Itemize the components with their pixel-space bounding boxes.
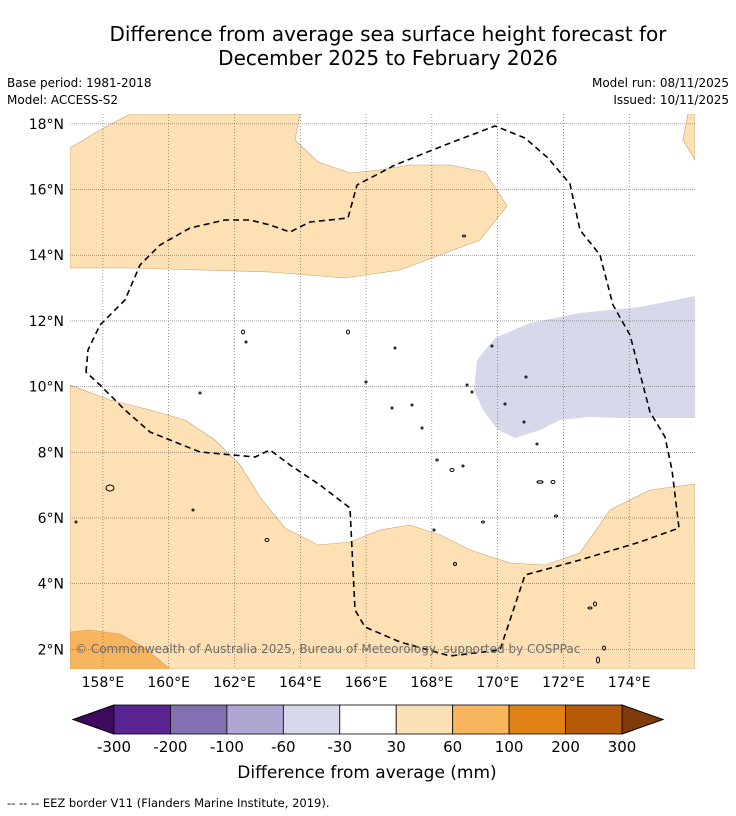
island [453, 562, 457, 566]
island [420, 426, 424, 430]
island [264, 538, 270, 542]
lat-tick-label: 6°N [38, 511, 64, 527]
colorbar-tick-label: 300 [608, 738, 637, 756]
island [490, 344, 494, 348]
lon-tick-label: 160°E [147, 675, 190, 691]
lat-tick-label: 4°N [38, 577, 64, 593]
graticule [70, 114, 695, 669]
island [461, 464, 465, 468]
island [535, 442, 539, 446]
island [587, 606, 593, 610]
colorbar-swatch [452, 704, 510, 735]
lon-tick-label: 166°E [345, 675, 388, 691]
colorbar-swatch [282, 704, 341, 735]
colorbar-label: Difference from average (mm) [237, 763, 496, 783]
colorbar-tick-label: -60 [271, 738, 296, 756]
issued-date: Issued: 10/11/2025 [613, 93, 729, 107]
colorbar-swatch [395, 704, 454, 735]
island [536, 480, 544, 484]
lon-axis: 158°E 160°E 162°E 164°E 166°E 168°E 170°E 172°E… [82, 675, 651, 691]
island [393, 346, 397, 350]
colorbar-tick-label: -200 [153, 738, 187, 756]
island [522, 420, 526, 424]
lat-tick-label: 10°N [29, 380, 64, 396]
anomaly-region-30-60-ne-corner [682, 114, 695, 161]
island [435, 458, 439, 462]
island [596, 656, 600, 664]
island [602, 645, 606, 651]
eez-border [85, 125, 680, 657]
island [593, 601, 597, 607]
colorbar-tick-label: -30 [328, 738, 353, 756]
island [432, 528, 436, 532]
chart-title: Difference from average sea surface heig… [40, 22, 736, 70]
anomaly-region-30-60-south [70, 384, 695, 669]
title-line-1: Difference from average sea surface heig… [109, 22, 667, 46]
island [503, 402, 507, 406]
island [524, 375, 528, 379]
lat-tick-label: 18°N [29, 117, 64, 133]
island [465, 383, 469, 387]
lat-tick-label: 8°N [38, 445, 64, 461]
model-name: Model: ACCESS-S2 [7, 93, 119, 107]
lon-tick-label: 158°E [82, 675, 125, 691]
island [550, 480, 556, 484]
island [449, 468, 455, 472]
colorbar-swatch [113, 704, 171, 735]
island [481, 520, 485, 524]
island [364, 380, 368, 384]
island [410, 403, 414, 407]
eez-legend: -- -- -- EEZ border V11 (Flanders Marine… [7, 796, 330, 810]
colorbar-tick-label: -100 [210, 738, 244, 756]
islands [74, 234, 606, 664]
colorbar-tick-label: -300 [97, 738, 131, 756]
colorbar-min-extend [71, 704, 115, 735]
colorbar-tick-label: 60 [443, 738, 462, 756]
meta-left: Base period: 1981-2018 Model: ACCESS-S2 [7, 75, 152, 109]
island [241, 329, 245, 335]
island [346, 329, 350, 335]
lat-tick-label: 12°N [29, 314, 64, 330]
colorbar: -300 -200 -100 -60 -30 30 60 100 200 300 [71, 704, 665, 756]
meta-right: Model run: 08/11/2025 Issued: 10/11/2025 [592, 75, 729, 109]
colorbar-swatch [170, 704, 228, 735]
colorbar-max-extend [621, 704, 665, 735]
colorbar-tick-label: 200 [551, 738, 580, 756]
island [191, 508, 195, 512]
island [105, 484, 115, 492]
island [554, 514, 558, 518]
lon-tick-label: 168°E [411, 675, 454, 691]
base-period: Base period: 1981-2018 [7, 76, 152, 90]
model-run: Model run: 08/11/2025 [591, 76, 729, 90]
lon-tick-label: 162°E [213, 675, 256, 691]
island [470, 390, 474, 394]
lon-tick-label: 170°E [476, 675, 519, 691]
lat-tick-label: 16°N [29, 183, 64, 199]
island [74, 520, 78, 524]
lat-tick-label: 14°N [29, 248, 64, 264]
island [244, 340, 248, 344]
island [198, 391, 202, 395]
colorbar-swatch [565, 704, 623, 735]
map-fields [70, 114, 695, 669]
island [462, 234, 466, 238]
colorbar-swatch [226, 704, 284, 735]
anomaly-region-neg30-neg60 [474, 296, 695, 438]
title-line-2: December 2025 to February 2026 [218, 46, 558, 70]
colorbar-tick-label: 30 [387, 738, 406, 756]
lat-axis: 18°N 16°N 14°N 12°N 10°N 8°N 6°N 4°N 2°N [29, 117, 64, 658]
lon-tick-label: 164°E [279, 675, 322, 691]
colorbar-swatch [339, 704, 397, 735]
copyright-text: © Commonwealth of Australia 2025, Bureau… [75, 642, 580, 656]
lat-tick-label: 2°N [38, 642, 64, 658]
colorbar-swatch [508, 704, 566, 735]
anomaly-region-30-60-north [70, 114, 508, 279]
lon-tick-label: 172°E [542, 675, 585, 691]
island [390, 406, 394, 410]
colorbar-tick-label: 100 [495, 738, 524, 756]
lon-tick-label: 174°E [608, 675, 651, 691]
